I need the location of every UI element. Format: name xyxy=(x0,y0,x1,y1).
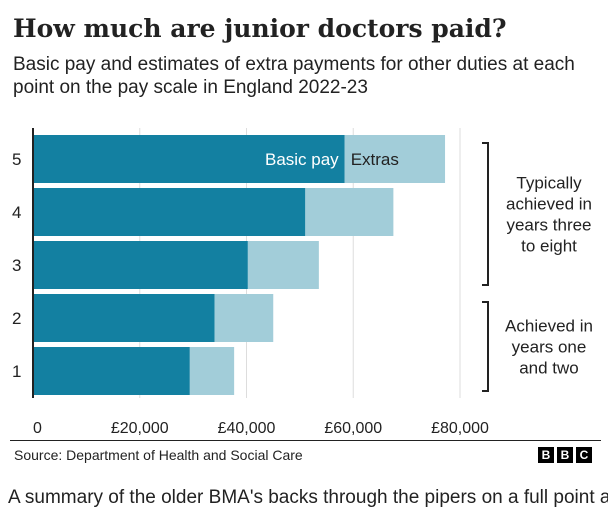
source-note: Source: Department of Health and Social … xyxy=(14,447,303,463)
y-category-label: 3 xyxy=(12,256,21,275)
annotation-text: Typically achieved in years three to eight xyxy=(506,174,592,256)
bar-extras xyxy=(305,188,394,236)
annotation-text: Achieved in years one and two xyxy=(505,317,593,378)
chart-title: How much are junior doctors paid? xyxy=(13,14,507,43)
bar-basic-pay xyxy=(33,347,190,395)
y-category-label: 4 xyxy=(12,203,21,222)
footer-divider xyxy=(10,440,601,441)
y-category-label: 1 xyxy=(12,362,21,381)
bar-basic-pay xyxy=(33,294,215,342)
x-tick-label: £80,000 xyxy=(431,420,489,437)
bars xyxy=(33,135,446,395)
article-next-paragraph: A summary of the older BMA's backs throu… xyxy=(8,487,608,508)
legend: Basic pay Extras xyxy=(265,150,399,169)
bbc-logo-letter: B xyxy=(538,447,554,463)
y-category-label: 5 xyxy=(12,150,21,169)
legend-basic-pay: Basic pay xyxy=(265,150,339,169)
bar-extras xyxy=(189,347,235,395)
x-tick-label: 0 xyxy=(33,420,42,437)
annotations: Typically achieved in years three to eight A… xyxy=(482,142,593,392)
bbc-logo-letter: B xyxy=(557,447,573,463)
bbc-logo-letter: C xyxy=(576,447,592,463)
x-tick-label: £40,000 xyxy=(218,420,276,437)
bar-basic-pay xyxy=(33,241,248,289)
bar-basic-pay xyxy=(33,135,345,183)
bar-basic-pay xyxy=(33,188,306,236)
x-tick-label: £60,000 xyxy=(324,420,382,437)
bar-extras xyxy=(344,135,446,183)
bbc-logo: B B C xyxy=(538,447,592,463)
axes: 0 £20,000 £40,000 £60,000 £80,000 5 4 3 2 1 xyxy=(12,128,489,437)
bar-extras xyxy=(214,294,274,342)
chart-subtitle: Basic pay and estimates of extra payment… xyxy=(13,54,575,98)
annotation-bracket xyxy=(482,142,489,286)
legend-extras: Extras xyxy=(351,150,399,169)
y-category-label: 2 xyxy=(12,309,21,328)
junior-doctors-pay-chart: 0 £20,000 £40,000 £60,000 £80,000 5 4 3 2 1 Basic… xyxy=(12,128,593,437)
bar-extras xyxy=(247,241,319,289)
annotation-bracket xyxy=(482,301,489,392)
x-tick-label: £20,000 xyxy=(111,420,169,437)
